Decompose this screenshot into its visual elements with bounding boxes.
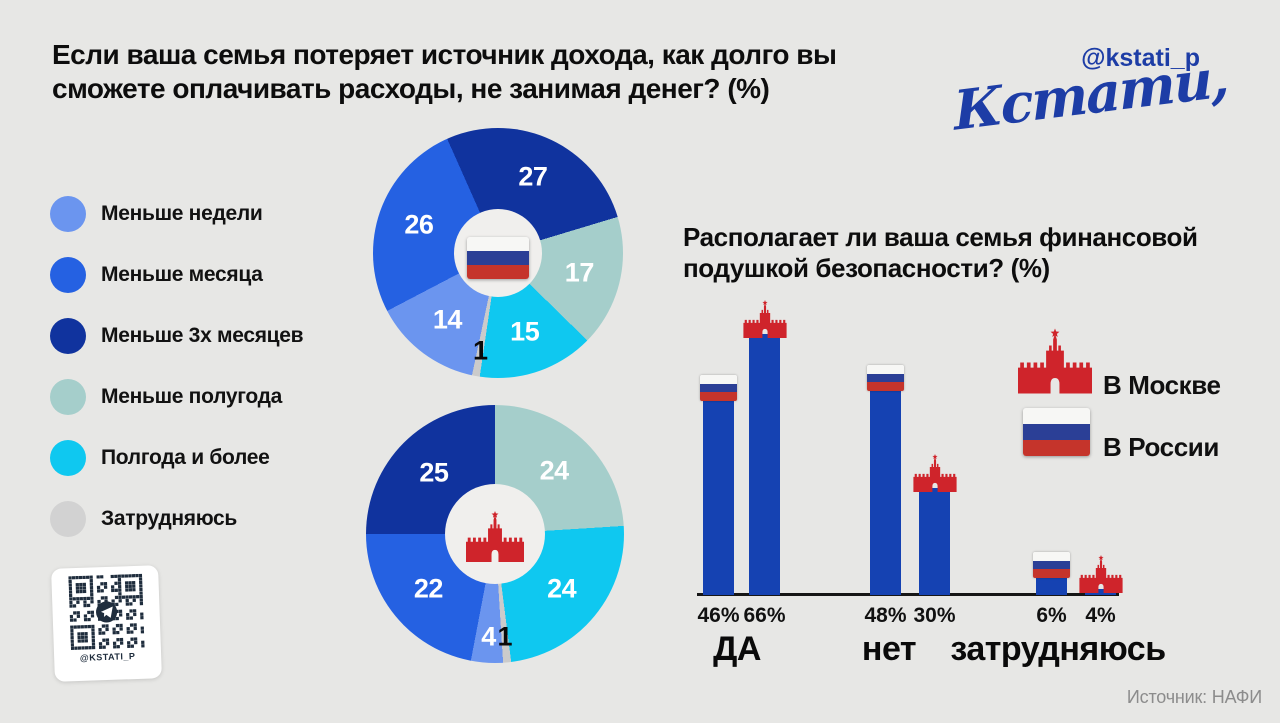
- legend-label: Меньше недели: [101, 202, 263, 225]
- legend-color-dot: [50, 196, 86, 232]
- pie-value-label: 27: [518, 161, 548, 192]
- kremlin-cap-icon: [1078, 555, 1123, 593]
- russian-flag-icon: [1023, 408, 1090, 456]
- kremlin-cap-icon: [742, 300, 787, 338]
- bar-group-label: затрудняюсь: [950, 630, 1166, 668]
- russian-flag-cap-icon: [1033, 552, 1070, 578]
- legend-label: Меньше 3х месяцев: [101, 324, 304, 347]
- bar-chart-title: Располагает ли ваша семья финансовой под…: [683, 222, 1198, 283]
- kremlin-icon: [1018, 328, 1092, 394]
- legend-item: Затрудняюсь: [50, 501, 303, 537]
- pie-value-label: 1: [473, 335, 488, 366]
- source-note: Источник: НАФИ: [1126, 687, 1262, 707]
- qr-caption: @KSTATI_P: [79, 651, 136, 663]
- telegram-handle[interactable]: @kstati_p: [1081, 44, 1200, 72]
- qr-code-image: [67, 573, 145, 650]
- series-legend-russia: В России: [1103, 432, 1219, 462]
- legend-label: Затрудняюсь: [101, 507, 238, 530]
- legend-color-dot: [50, 501, 86, 537]
- duration-legend: Меньше недели Меньше месяца Меньше 3х меся…: [50, 196, 304, 537]
- bar-value-label: 30%: [913, 604, 956, 627]
- pie-value-label: 25: [419, 457, 449, 488]
- bar-group-label: ДА: [713, 630, 761, 668]
- pie-value-label: 4: [481, 621, 496, 652]
- legend-item: Полгода и более: [50, 440, 303, 476]
- legend-label: Меньше полугода: [101, 385, 283, 408]
- legend-item: Меньше 3х месяцев: [50, 318, 304, 354]
- qr-card: @KSTATI_P: [51, 565, 162, 682]
- pie-value-label: 24: [539, 455, 570, 486]
- pie-center-hole: [454, 209, 542, 297]
- russian-flag-cap-icon: [867, 365, 904, 391]
- pie-value-label: 24: [547, 573, 577, 604]
- bar-fill: [1036, 578, 1067, 595]
- bar-value-label: 6%: [1036, 604, 1067, 627]
- legend-label: Полгода и более: [101, 446, 270, 469]
- legend-color-dot: [50, 379, 86, 415]
- pie-value-label: 22: [413, 573, 444, 604]
- bar-fill: [749, 334, 780, 595]
- kremlin-icon: [466, 511, 524, 563]
- series-legend-moscow: В Москве: [1103, 370, 1221, 400]
- bar-value-label: 4%: [1085, 604, 1116, 627]
- pie-value-label: 15: [510, 316, 540, 347]
- russian-flag-cap-icon: [700, 375, 737, 401]
- pie-center-hole: [445, 484, 545, 584]
- pie-chart-russia: 27 17 15 1 14 26: [373, 128, 623, 378]
- legend-item: Меньше недели: [50, 196, 303, 232]
- russian-flag-icon: [467, 237, 529, 279]
- legend-color-dot: [50, 440, 86, 476]
- bar-group-label: нет: [861, 630, 917, 668]
- page-title: Если ваша семья потеряет источник дохода…: [52, 39, 837, 104]
- legend-color-dot: [50, 257, 86, 293]
- legend-label: Меньше месяца: [101, 263, 263, 286]
- legend-item: Меньше месяца: [50, 257, 303, 293]
- legend-color-dot: [50, 318, 86, 354]
- pie-value-label: 17: [564, 257, 595, 288]
- pie-value-label: 14: [432, 304, 463, 335]
- axis-line: [697, 593, 1119, 596]
- bar-value-label: 46%: [697, 604, 740, 627]
- bar-value-label: 66%: [743, 604, 786, 627]
- bar-fill: [870, 391, 901, 595]
- bar-fill: [919, 488, 950, 595]
- kremlin-cap-icon: [912, 454, 957, 492]
- bar-fill: [703, 401, 734, 595]
- pie-value-label: 1: [497, 621, 512, 652]
- pie-value-label: 26: [404, 209, 434, 240]
- bar-value-label: 48%: [864, 604, 907, 627]
- legend-item: Меньше полугода: [50, 379, 303, 415]
- bar-fill: [1085, 589, 1116, 595]
- pie-chart-moscow: 24 24 1 4 22 25: [366, 405, 624, 663]
